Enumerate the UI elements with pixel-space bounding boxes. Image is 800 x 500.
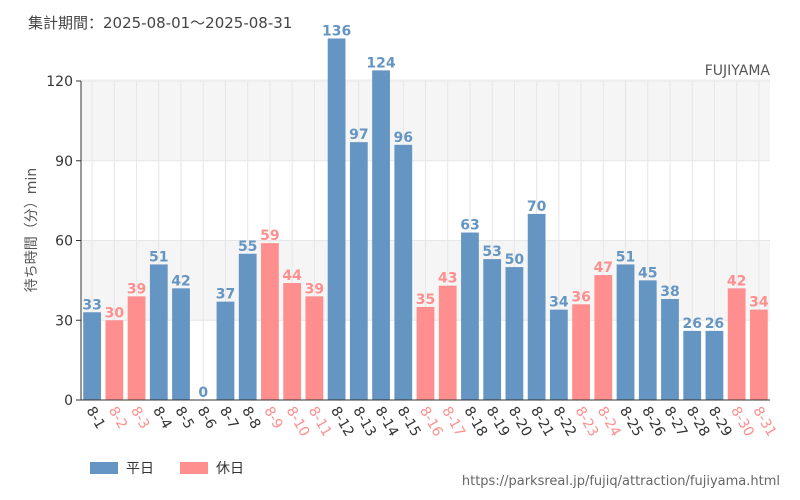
bar-label-8-2: 30 xyxy=(105,305,125,321)
bar-label-8-18: 63 xyxy=(460,218,479,234)
bar-8-17 xyxy=(438,285,457,400)
bar-label-8-20: 50 xyxy=(505,252,525,268)
x-tick-label-8-4: 8-4 xyxy=(149,404,174,432)
bar-label-8-26: 45 xyxy=(638,265,657,281)
bar-8-15 xyxy=(394,144,413,400)
y-axis-label: 待ち時間（分）min xyxy=(24,168,40,292)
bar-8-12 xyxy=(327,38,346,400)
attraction-name: FUJIYAMA xyxy=(705,63,771,79)
bar-8-7 xyxy=(216,301,235,400)
bar-label-8-4: 51 xyxy=(149,249,168,265)
bar-8-29 xyxy=(705,330,724,400)
bar-label-8-13: 97 xyxy=(349,127,368,143)
x-tick-label-8-9: 8-9 xyxy=(260,404,285,432)
bar-label-8-25: 51 xyxy=(616,249,635,265)
axes xyxy=(76,80,770,401)
x-tick-label-8-1: 8-1 xyxy=(83,404,108,432)
y-tick-label-120: 120 xyxy=(46,74,73,90)
bar-label-8-19: 53 xyxy=(482,244,501,260)
y-tick-label-0: 0 xyxy=(64,393,73,409)
bar-8-23 xyxy=(572,304,590,400)
bar-8-14 xyxy=(372,70,390,400)
bar-label-8-21: 70 xyxy=(527,199,547,215)
bar-8-4 xyxy=(149,264,168,400)
bar-label-8-17: 43 xyxy=(438,271,457,287)
x-tick-label-8-31: 8-31 xyxy=(749,404,779,440)
bar-label-8-7: 37 xyxy=(216,287,235,303)
source-url: https://parksreal.jp/fujiq/attraction/fu… xyxy=(461,474,780,489)
bar-8-2 xyxy=(105,320,124,400)
bar-8-18 xyxy=(461,232,479,400)
bar-label-8-10: 44 xyxy=(282,268,302,284)
bar-8-5 xyxy=(172,288,190,400)
bar-8-9 xyxy=(261,243,279,400)
legend-label-weekday: 平日 xyxy=(126,461,154,477)
bar-label-8-28: 26 xyxy=(682,316,701,332)
legend-swatch-holiday xyxy=(180,462,208,474)
bar-8-20 xyxy=(505,267,524,400)
legend-label-holiday: 休日 xyxy=(216,461,244,477)
bar-label-8-5: 42 xyxy=(171,273,190,289)
x-tick-label-8-2: 8-2 xyxy=(105,404,130,432)
bar-label-8-30: 42 xyxy=(727,273,746,289)
bar-label-8-27: 38 xyxy=(660,284,679,300)
bar-label-8-24: 47 xyxy=(594,260,613,276)
bar-label-8-16: 35 xyxy=(416,292,435,308)
bar-8-30 xyxy=(727,288,746,400)
bar-8-19 xyxy=(483,259,502,400)
legend-item-weekday: 平日 xyxy=(90,458,154,478)
bars xyxy=(83,38,768,400)
bar-label-8-12: 136 xyxy=(322,23,351,39)
bar-8-3 xyxy=(127,296,146,400)
bar-8-28 xyxy=(683,330,702,400)
bar-8-22 xyxy=(549,309,568,400)
bar-label-8-11: 39 xyxy=(305,281,324,297)
bar-8-13 xyxy=(349,142,368,400)
y-tick-labels: 0 30 60 90 120 xyxy=(46,74,73,409)
x-tick-label-8-7: 8-7 xyxy=(216,404,241,432)
bar-8-31 xyxy=(749,309,768,400)
bar-label-8-1: 33 xyxy=(82,297,101,313)
bar-label-8-31: 34 xyxy=(749,295,769,311)
bar-8-21 xyxy=(527,213,546,400)
bar-8-8 xyxy=(238,253,257,400)
x-tick-label-8-3: 8-3 xyxy=(127,404,152,432)
bar-label-8-23: 36 xyxy=(571,289,590,305)
y-tick-label-60: 60 xyxy=(55,234,73,250)
bar-label-8-22: 34 xyxy=(549,295,569,311)
y-tick-label-30: 30 xyxy=(55,313,73,329)
bar-label-8-29: 26 xyxy=(705,316,724,332)
bar-8-24 xyxy=(594,275,613,400)
bar-label-8-15: 96 xyxy=(394,130,413,146)
bar-label-8-14: 124 xyxy=(366,55,395,71)
x-tick-labels: 8-18-28-38-48-58-68-78-88-98-108-118-128… xyxy=(83,404,780,440)
legend-swatch-weekday xyxy=(90,462,118,474)
y-tick-label-90: 90 xyxy=(55,154,73,170)
bar-label-8-6: 0 xyxy=(198,385,208,401)
bar-8-26 xyxy=(638,280,657,400)
legend-item-holiday: 休日 xyxy=(180,458,244,478)
plot-band xyxy=(81,79,770,81)
bar-label-8-8: 55 xyxy=(238,239,257,255)
bar-8-11 xyxy=(305,296,324,400)
x-tick-label-8-8: 8-8 xyxy=(238,404,263,432)
bar-8-10 xyxy=(283,283,302,400)
bar-8-25 xyxy=(616,264,635,400)
period-label: 集計期間：2025-08-01～2025-08-31 xyxy=(28,14,293,32)
bar-label-8-3: 39 xyxy=(127,281,146,297)
x-tick-label-8-5: 8-5 xyxy=(172,404,197,432)
bar-8-27 xyxy=(661,298,679,400)
bar-label-8-9: 59 xyxy=(260,228,279,244)
bar-8-16 xyxy=(416,306,435,400)
legend: 平日 休日 xyxy=(90,458,270,478)
bar-8-1 xyxy=(83,312,102,400)
x-tick-label-8-6: 8-6 xyxy=(194,404,219,432)
